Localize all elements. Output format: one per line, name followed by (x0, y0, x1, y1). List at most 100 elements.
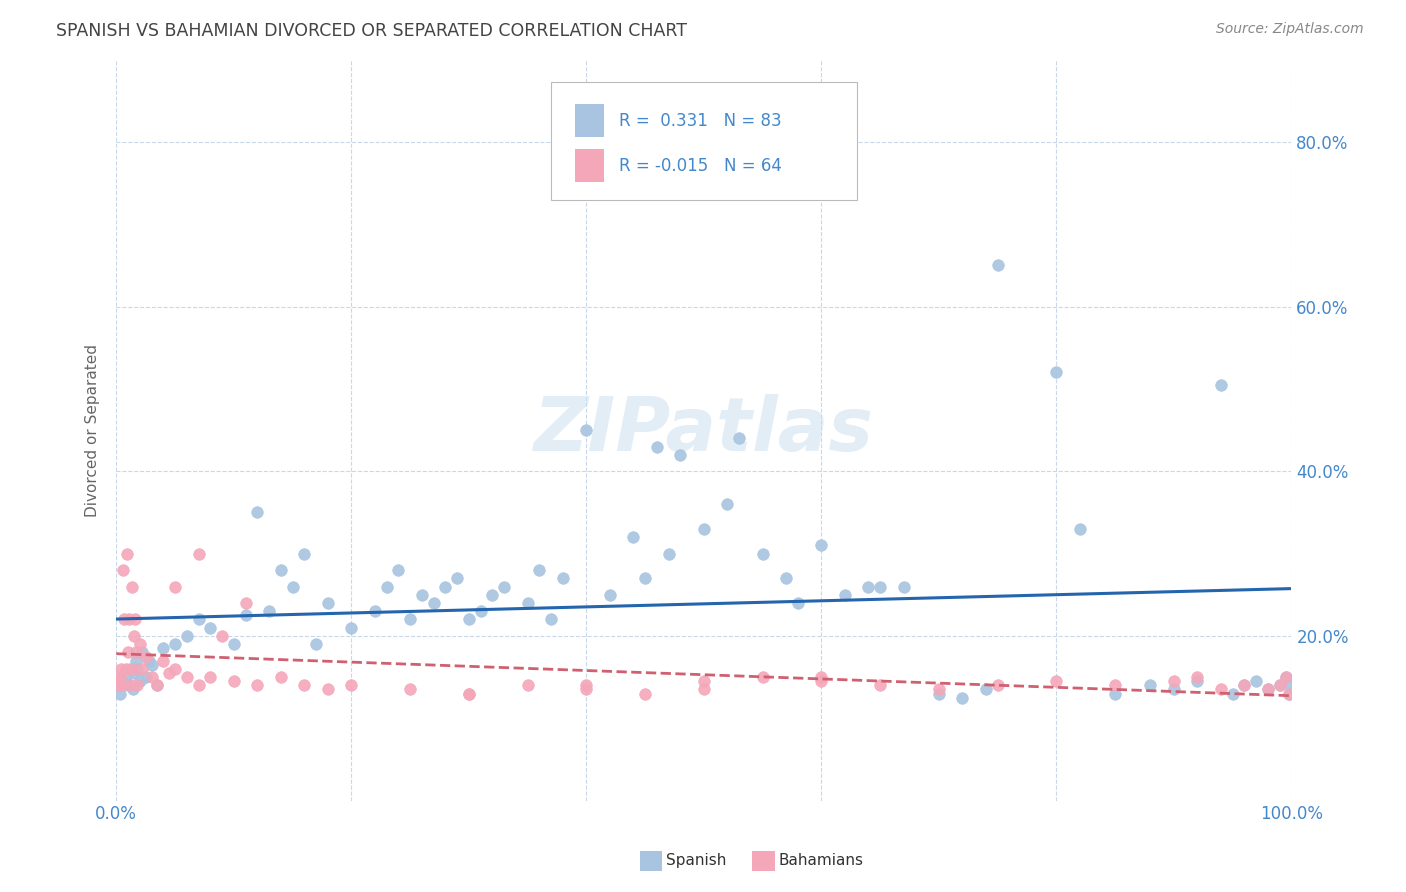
FancyBboxPatch shape (551, 82, 856, 201)
Point (122, 665, 145, 680)
Point (316, 596, 339, 610)
Point (516, 596, 538, 610)
Point (138, 654, 160, 668)
Point (516, 678, 538, 692)
Point (122, 629, 145, 643)
Point (1139, 678, 1161, 692)
Point (187, 612, 209, 626)
Text: SPANISH VS BAHAMIAN DIVORCED OR SEPARATED CORRELATION CHART: SPANISH VS BAHAMIAN DIVORCED OR SEPARATE… (56, 22, 688, 40)
Point (152, 654, 174, 668)
Point (163, 580, 186, 594)
Point (387, 563, 409, 577)
Point (120, 678, 142, 692)
Point (305, 637, 328, 651)
Point (751, 670, 773, 684)
Point (540, 612, 562, 626)
Point (187, 547, 209, 561)
Point (728, 431, 751, 445)
Point (146, 678, 169, 692)
Point (128, 674, 150, 689)
Point (1257, 682, 1279, 697)
Point (693, 522, 716, 536)
Point (1069, 522, 1091, 536)
Point (141, 657, 163, 672)
Point (399, 612, 422, 626)
Point (110, 662, 132, 676)
Point (457, 687, 479, 701)
Point (111, 674, 134, 689)
Point (1209, 682, 1232, 697)
Point (470, 604, 492, 618)
Text: Spanish: Spanish (666, 854, 727, 868)
Point (893, 580, 915, 594)
Point (928, 682, 950, 697)
Text: ZIPatlas: ZIPatlas (534, 393, 875, 467)
Point (121, 580, 143, 594)
FancyBboxPatch shape (575, 149, 605, 182)
Point (340, 621, 363, 635)
Point (1104, 687, 1126, 701)
Point (1268, 678, 1291, 692)
Point (152, 641, 174, 656)
Point (1233, 678, 1256, 692)
Point (257, 604, 280, 618)
Point (108, 670, 131, 684)
Point (146, 678, 169, 692)
Point (434, 580, 457, 594)
Point (1279, 678, 1302, 692)
Point (135, 649, 157, 664)
Point (1045, 674, 1067, 689)
Point (1187, 674, 1209, 689)
Point (575, 682, 598, 697)
Point (111, 678, 134, 692)
Point (621, 530, 644, 544)
Point (135, 670, 157, 684)
Point (457, 612, 479, 626)
Point (693, 682, 716, 697)
Point (494, 580, 516, 594)
Point (411, 588, 433, 602)
Point (950, 690, 973, 705)
Point (987, 259, 1010, 273)
Point (834, 588, 856, 602)
Point (176, 629, 198, 643)
Point (481, 588, 503, 602)
Point (292, 678, 315, 692)
Point (446, 571, 468, 585)
Point (107, 678, 129, 692)
Point (869, 580, 891, 594)
Point (112, 563, 135, 577)
Point (1187, 670, 1209, 684)
Point (1274, 670, 1296, 684)
Point (176, 670, 198, 684)
Point (551, 571, 574, 585)
Point (131, 645, 153, 659)
Point (810, 674, 832, 689)
Point (114, 612, 136, 626)
Point (1233, 678, 1256, 692)
Point (693, 674, 716, 689)
Point (118, 612, 141, 626)
Point (399, 682, 422, 697)
Point (235, 596, 257, 610)
Point (200, 670, 222, 684)
Point (127, 662, 149, 676)
Point (575, 423, 598, 437)
Point (375, 580, 398, 594)
FancyBboxPatch shape (575, 104, 605, 137)
Point (114, 670, 136, 684)
Point (1268, 678, 1291, 692)
Point (634, 687, 657, 701)
Text: R = -0.015   N = 64: R = -0.015 N = 64 (619, 157, 782, 175)
Point (786, 596, 808, 610)
Point (115, 547, 138, 561)
Point (125, 654, 148, 668)
Point (858, 580, 880, 594)
Point (1274, 670, 1296, 684)
Y-axis label: Divorced or Separated: Divorced or Separated (86, 343, 100, 516)
Point (1244, 674, 1267, 689)
Point (364, 604, 387, 618)
Point (987, 678, 1010, 692)
Point (107, 674, 129, 689)
Point (422, 596, 444, 610)
